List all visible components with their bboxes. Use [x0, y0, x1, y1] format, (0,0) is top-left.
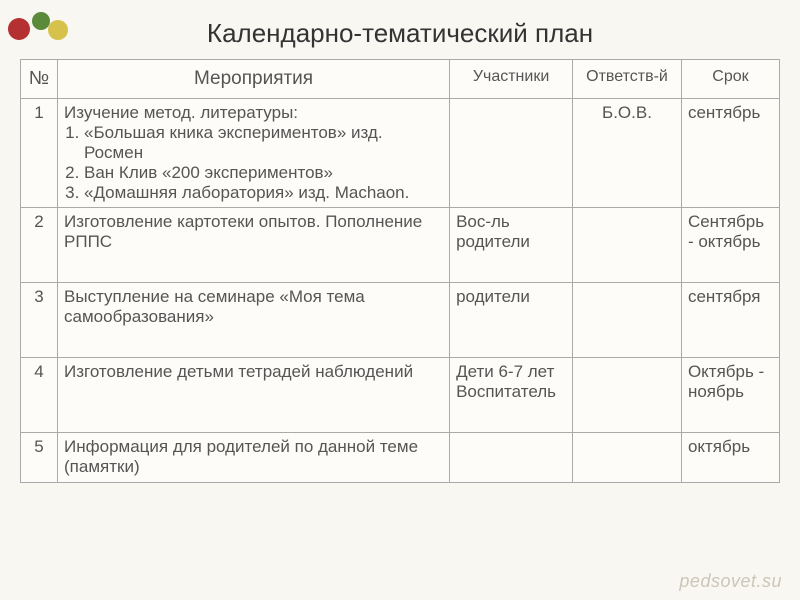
cell-num: 4 [21, 358, 58, 433]
decorative-graphic [8, 8, 78, 48]
activity-intro: Изучение метод. литературы: [64, 103, 298, 122]
cell-activity: Изготовление детьми тетрадей наблюдений [58, 358, 450, 433]
cell-activity: Выступление на семинаре «Моя тема самооб… [58, 283, 450, 358]
cell-responsible: Б.О.В. [573, 99, 682, 208]
cell-activity: Информация для родителей по данной теме … [58, 433, 450, 483]
cell-term: Сентябрь - октябрь [681, 208, 779, 283]
col-header-activity: Мероприятия [58, 60, 450, 99]
cell-responsible [573, 208, 682, 283]
cell-participants: Вос-ль родители [450, 208, 573, 283]
table-row: 2 Изготовление картотеки опытов. Пополне… [21, 208, 780, 283]
activity-list: «Большая кника экспериментов» изд. Росме… [64, 123, 443, 203]
cell-num: 1 [21, 99, 58, 208]
col-header-responsible: Ответств-й [573, 60, 682, 99]
activity-item: «Большая кника экспериментов» изд. Росме… [84, 123, 443, 163]
cell-activity: Изучение метод. литературы: «Большая кни… [58, 99, 450, 208]
cell-term: сентябрь [681, 99, 779, 208]
col-header-num: № [21, 60, 58, 99]
cell-term: сентября [681, 283, 779, 358]
plan-table: № Мероприятия Участники Ответств-й Срок … [20, 59, 780, 483]
cell-term: Октябрь - ноябрь [681, 358, 779, 433]
cell-participants: родители [450, 283, 573, 358]
table-row: 5 Информация для родителей по данной тем… [21, 433, 780, 483]
cell-num: 2 [21, 208, 58, 283]
cell-participants [450, 433, 573, 483]
cell-participants: Дети 6-7 лет Воспитатель [450, 358, 573, 433]
cell-num: 3 [21, 283, 58, 358]
page-title: Календарно-тематический план [0, 0, 800, 59]
watermark: pedsovet.su [679, 571, 782, 592]
activity-item: «Домашняя лаборатория» изд. Machaon. [84, 183, 443, 203]
table-row: 1 Изучение метод. литературы: «Большая к… [21, 99, 780, 208]
cell-participants [450, 99, 573, 208]
cell-num: 5 [21, 433, 58, 483]
cell-responsible [573, 433, 682, 483]
cell-activity: Изготовление картотеки опытов. Пополнени… [58, 208, 450, 283]
col-header-term: Срок [681, 60, 779, 99]
table-row: 4 Изготовление детьми тетрадей наблюдени… [21, 358, 780, 433]
table-row: 3 Выступление на семинаре «Моя тема само… [21, 283, 780, 358]
cell-responsible [573, 283, 682, 358]
cell-term: октябрь [681, 433, 779, 483]
col-header-participants: Участники [450, 60, 573, 99]
cell-responsible [573, 358, 682, 433]
table-header-row: № Мероприятия Участники Ответств-й Срок [21, 60, 780, 99]
activity-item: Ван Клив «200 экспериментов» [84, 163, 443, 183]
